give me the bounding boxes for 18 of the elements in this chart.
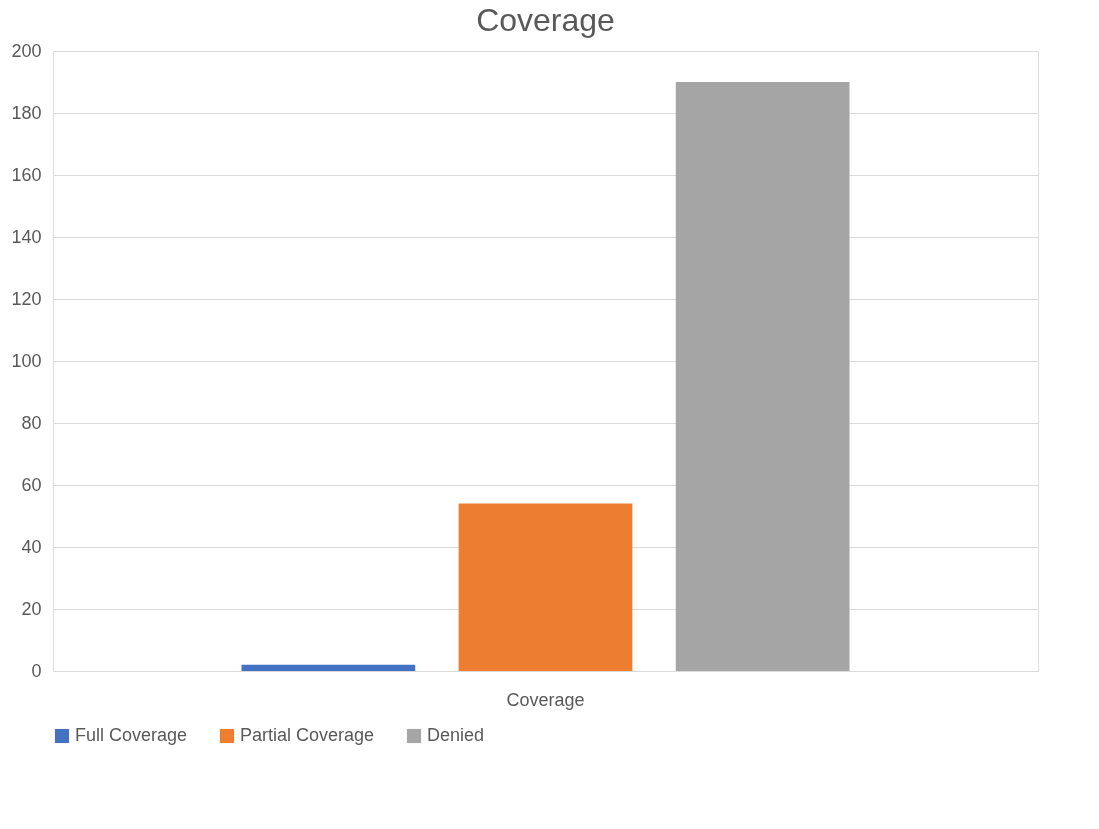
y-tick-label: 100 (11, 350, 42, 371)
legend-label: Full Coverage (75, 725, 188, 745)
y-tick-label: 140 (11, 226, 42, 247)
y-tick-label: 120 (11, 288, 42, 309)
y-tick-label: 180 (11, 102, 42, 123)
bar (241, 664, 416, 671)
y-tick-label: 40 (21, 536, 42, 557)
y-tick-label: 80 (21, 412, 42, 433)
bar (675, 82, 850, 671)
y-tick-label: 60 (21, 474, 42, 495)
chart-title: Coverage (476, 2, 615, 38)
y-tick-label: 160 (11, 164, 42, 185)
y-tick-label: 20 (21, 598, 42, 619)
y-tick-label: 200 (11, 40, 42, 61)
y-tick-label: 0 (31, 660, 42, 681)
bar (458, 503, 633, 671)
legend-label: Denied (427, 725, 485, 745)
legend-label: Partial Coverage (240, 725, 375, 745)
